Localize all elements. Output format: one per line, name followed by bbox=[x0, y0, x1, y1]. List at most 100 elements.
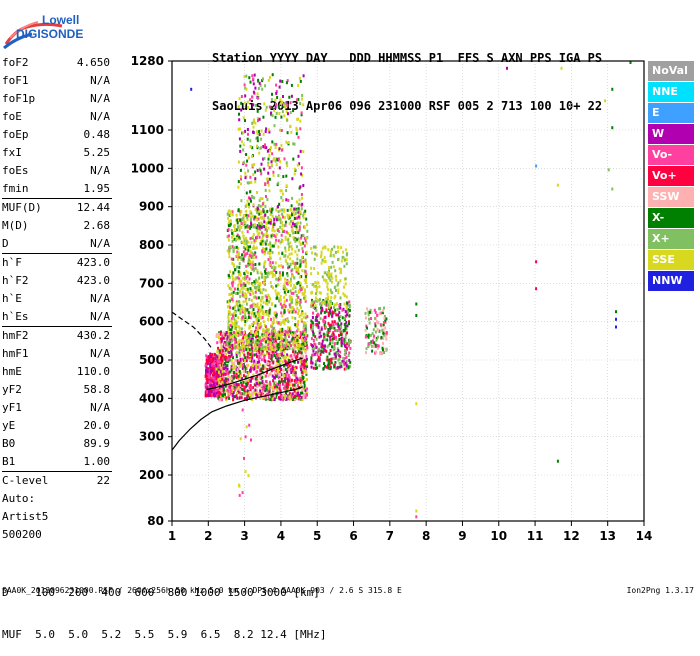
echo-point bbox=[250, 215, 253, 219]
echo-point bbox=[302, 336, 305, 340]
echo-point bbox=[306, 229, 309, 233]
echo-point bbox=[256, 144, 258, 148]
echo-point bbox=[276, 157, 279, 161]
echo-point bbox=[229, 323, 232, 327]
echo-point bbox=[269, 398, 272, 402]
echo-point bbox=[252, 235, 254, 239]
echo-point bbox=[258, 133, 261, 136]
echo-point bbox=[273, 371, 276, 375]
echo-point bbox=[244, 292, 247, 296]
echo-point bbox=[345, 262, 348, 266]
echo-point bbox=[334, 303, 337, 307]
echo-point bbox=[269, 146, 272, 150]
echo-point bbox=[281, 327, 284, 331]
echo-point bbox=[306, 347, 309, 351]
echo-point bbox=[213, 377, 216, 381]
echo-point bbox=[291, 196, 294, 200]
echo-point bbox=[302, 342, 305, 346]
echo-point bbox=[382, 331, 385, 335]
echo-point bbox=[286, 208, 289, 212]
echo-point bbox=[259, 308, 262, 312]
param-row: M(D) 2.68 bbox=[2, 217, 112, 235]
echo-point bbox=[261, 242, 264, 246]
echo-point bbox=[272, 379, 275, 383]
echo-point bbox=[290, 245, 293, 249]
echo-point bbox=[271, 386, 274, 390]
echo-point bbox=[247, 256, 250, 260]
echo-point bbox=[317, 271, 320, 275]
echo-point bbox=[320, 303, 323, 307]
echo-point bbox=[294, 338, 297, 341]
echo-point bbox=[323, 278, 325, 282]
param-name: yF2 bbox=[2, 383, 22, 396]
echo-point bbox=[213, 382, 215, 386]
echo-point bbox=[208, 355, 211, 358]
echo-point bbox=[274, 304, 277, 308]
echo-point bbox=[239, 364, 242, 368]
echo-point bbox=[217, 396, 220, 400]
param-value: 4.650 bbox=[76, 56, 110, 69]
echo-point bbox=[217, 363, 220, 367]
echo-point bbox=[233, 237, 236, 241]
echo-point bbox=[385, 317, 388, 321]
echo-point bbox=[326, 273, 329, 277]
echo-point bbox=[258, 231, 261, 235]
echo-point bbox=[331, 310, 334, 314]
echo-point bbox=[283, 103, 286, 107]
echo-point bbox=[258, 262, 261, 266]
echo-point bbox=[278, 147, 281, 151]
echo-point bbox=[242, 236, 245, 240]
echo-point bbox=[302, 368, 305, 372]
echo-point bbox=[213, 392, 215, 396]
echo-point bbox=[253, 302, 256, 306]
echo-point bbox=[248, 337, 251, 340]
echo-point bbox=[338, 304, 341, 307]
echo-point bbox=[284, 336, 287, 340]
echo-point bbox=[287, 290, 290, 294]
echo-point bbox=[287, 308, 290, 312]
echo-point bbox=[246, 106, 249, 109]
echo-point bbox=[241, 346, 243, 350]
echo-point bbox=[279, 373, 281, 376]
echo-point bbox=[250, 199, 252, 203]
echo-point bbox=[235, 355, 238, 359]
echo-point bbox=[245, 153, 248, 156]
echo-point bbox=[224, 357, 227, 361]
echo-point bbox=[259, 339, 262, 343]
echo-point bbox=[375, 350, 378, 354]
echo-point bbox=[270, 111, 273, 115]
echo-point bbox=[372, 328, 375, 332]
echo-point bbox=[300, 333, 302, 337]
echo-point bbox=[313, 347, 316, 350]
echo-point bbox=[278, 337, 281, 341]
echo-point bbox=[384, 334, 387, 338]
echo-point bbox=[303, 385, 306, 389]
echo-point bbox=[206, 366, 209, 370]
echo-point bbox=[316, 315, 319, 319]
separator bbox=[2, 326, 112, 327]
echo-point bbox=[315, 292, 317, 296]
echo-point bbox=[311, 303, 314, 307]
param-value: 58.8 bbox=[83, 383, 111, 396]
echo-point bbox=[253, 367, 256, 371]
echo-point bbox=[306, 365, 309, 369]
echo-point bbox=[247, 181, 250, 185]
echo-point bbox=[236, 287, 239, 291]
echo-point bbox=[299, 185, 302, 189]
echo-point bbox=[211, 391, 214, 395]
echo-point bbox=[227, 338, 230, 342]
echo-point bbox=[232, 257, 235, 261]
echo-point bbox=[305, 261, 307, 265]
echo-point bbox=[245, 359, 248, 363]
echo-point bbox=[227, 224, 230, 228]
echo-point bbox=[229, 389, 232, 393]
echo-point bbox=[250, 304, 253, 308]
echo-point bbox=[272, 338, 275, 342]
echo-point bbox=[277, 291, 280, 295]
echo-point bbox=[285, 344, 288, 348]
echo-point bbox=[382, 348, 384, 352]
echo-point bbox=[228, 255, 231, 259]
echo-point bbox=[300, 306, 302, 310]
echo-point bbox=[245, 213, 248, 217]
echo-point bbox=[221, 370, 224, 374]
